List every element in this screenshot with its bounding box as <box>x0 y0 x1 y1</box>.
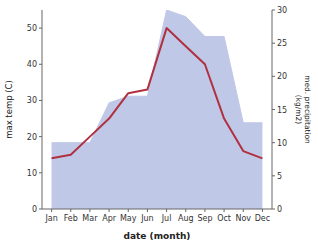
x-tick <box>147 209 148 212</box>
x-tick-label: Feb <box>64 214 78 223</box>
x-tick-label: Apr <box>102 214 117 223</box>
x-tick <box>262 209 263 212</box>
y2-tick <box>272 142 275 143</box>
y2-axis-label-line: (kg/m2) <box>294 95 303 125</box>
x-tick-label: May <box>120 214 137 223</box>
x-tick <box>70 209 71 212</box>
y2-tick <box>272 109 275 110</box>
y2-tick-label: 0 <box>277 205 282 214</box>
x-axis-line <box>42 209 272 210</box>
x-tick <box>89 209 90 212</box>
y2-tick-label: 20 <box>277 72 287 81</box>
line <box>52 28 263 158</box>
x-tick-label: Jun <box>140 214 154 223</box>
x-tick <box>128 209 129 212</box>
y-tick-label: 20 <box>27 133 37 142</box>
x-tick-label: Jul <box>161 214 172 223</box>
y-tick-label: 40 <box>27 60 37 69</box>
y2-tick <box>272 76 275 77</box>
x-tick-label: Jan <box>44 214 57 223</box>
y-tick <box>39 28 42 29</box>
area-outline <box>52 10 263 143</box>
chart: Jan Feb Mar AprMayJun Jul AugSep Oct Nov Dec 0 10 2… <box>0 0 318 247</box>
y2-tick-label: 10 <box>277 139 287 148</box>
y2-tick <box>272 209 275 210</box>
y2-tick-label: 5 <box>277 172 282 181</box>
y-tick-label: 0 <box>32 205 37 214</box>
y-tick-label: 10 <box>27 169 37 178</box>
y-tick <box>39 209 42 210</box>
y-tick <box>39 100 42 101</box>
y-tick <box>39 172 42 173</box>
y-axis-label: max temp (C) <box>4 80 14 139</box>
x-tick-label: Nov <box>235 214 251 223</box>
x-tick-label: Oct <box>217 214 231 223</box>
y2-tick-label: 25 <box>277 39 287 48</box>
x-axis-label: date (month) <box>124 231 191 241</box>
x-tick-label: Aug <box>178 214 194 223</box>
x-tick-label: Sep <box>197 214 212 223</box>
x-tick-label: Mar <box>82 214 98 223</box>
x-tick <box>185 209 186 212</box>
y-tick-label: 30 <box>27 96 37 105</box>
x-tick <box>243 209 244 212</box>
x-tick <box>166 209 167 212</box>
x-tick <box>51 209 52 212</box>
y2-tick <box>272 43 275 44</box>
y-axis-line <box>42 10 43 209</box>
y2-tick <box>272 175 275 176</box>
y2-axis-label-line: med. precipitation <box>303 75 312 144</box>
x-tick <box>224 209 225 212</box>
x-tick <box>109 209 110 212</box>
y2-tick-label: 30 <box>277 6 287 15</box>
x-tick <box>204 209 205 212</box>
y2-axis-label: med. precipitation(kg/m2) <box>294 75 312 144</box>
plot-area <box>52 10 263 209</box>
y-tick <box>39 136 42 137</box>
area-fill <box>52 10 263 209</box>
x-tick-label: Dec <box>255 214 270 223</box>
y2-tick-label: 15 <box>277 106 287 115</box>
y2-tick <box>272 10 275 11</box>
y-tick-label: 50 <box>27 24 37 33</box>
y-tick <box>39 64 42 65</box>
